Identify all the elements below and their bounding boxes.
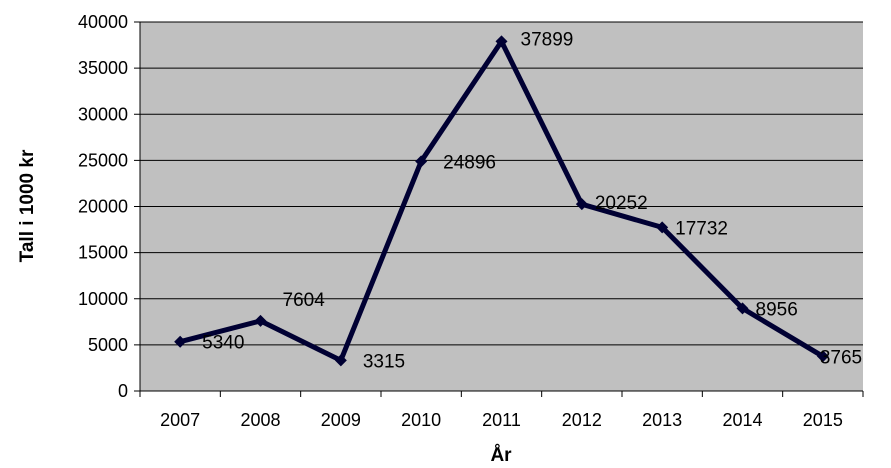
data-point-marker xyxy=(736,302,749,315)
y-tick-label: 0 xyxy=(118,381,128,401)
y-tick-label: 35000 xyxy=(78,58,128,78)
x-tick-label: 2010 xyxy=(401,410,441,430)
data-label: 8956 xyxy=(756,299,798,320)
data-point-marker xyxy=(656,221,669,234)
data-labels: 5340 7604 3315 24896 37899 20252 17732 8956 3765 xyxy=(202,29,862,372)
y-tick-label: 40000 xyxy=(78,12,128,32)
gridlines xyxy=(140,21,863,346)
x-tick-label: 2015 xyxy=(803,410,843,430)
x-tick-label: 2012 xyxy=(562,410,602,430)
y-tick-label: 30000 xyxy=(78,104,128,124)
x-tick-label: 2008 xyxy=(240,410,280,430)
data-label: 3315 xyxy=(363,351,405,372)
data-label: 3765 xyxy=(820,347,862,368)
y-tick-label: 10000 xyxy=(78,289,128,309)
data-label: 5340 xyxy=(202,333,244,354)
data-label: 20252 xyxy=(595,193,648,214)
data-point-marker xyxy=(334,354,347,367)
data-point-marker xyxy=(495,35,508,48)
data-point-marker xyxy=(415,155,428,168)
x-tick-label: 2013 xyxy=(642,410,682,430)
y-tick-label: 20000 xyxy=(78,197,128,217)
y-tick-label: 5000 xyxy=(88,335,128,355)
data-point-marker xyxy=(254,314,267,327)
y-axis-ticks: 0 5000 10000 15000 20000 25000 30000 35000 40000 xyxy=(78,12,140,401)
x-tick-label: 2011 xyxy=(482,410,521,430)
y-axis-title: Tall i 1000 kr xyxy=(17,149,38,262)
data-label: 37899 xyxy=(521,29,574,50)
x-tick-label: 2007 xyxy=(160,410,200,430)
data-point-marker xyxy=(816,350,829,363)
data-point-marker xyxy=(174,335,187,348)
y-tick-label: 15000 xyxy=(78,243,128,263)
x-axis-title: År xyxy=(490,445,512,466)
x-tick-label: 2014 xyxy=(722,410,762,430)
data-label: 17732 xyxy=(675,218,728,239)
data-label: 7604 xyxy=(283,290,326,311)
data-label: 24896 xyxy=(443,152,496,173)
data-point-marker xyxy=(575,198,588,211)
series-group xyxy=(174,35,829,367)
x-tick-label: 2009 xyxy=(321,410,361,430)
y-tick-label: 25000 xyxy=(78,150,128,170)
x-axis-ticks: 2007 2008 2009 2010 2011 2012 2013 2014 2015 xyxy=(139,391,864,430)
